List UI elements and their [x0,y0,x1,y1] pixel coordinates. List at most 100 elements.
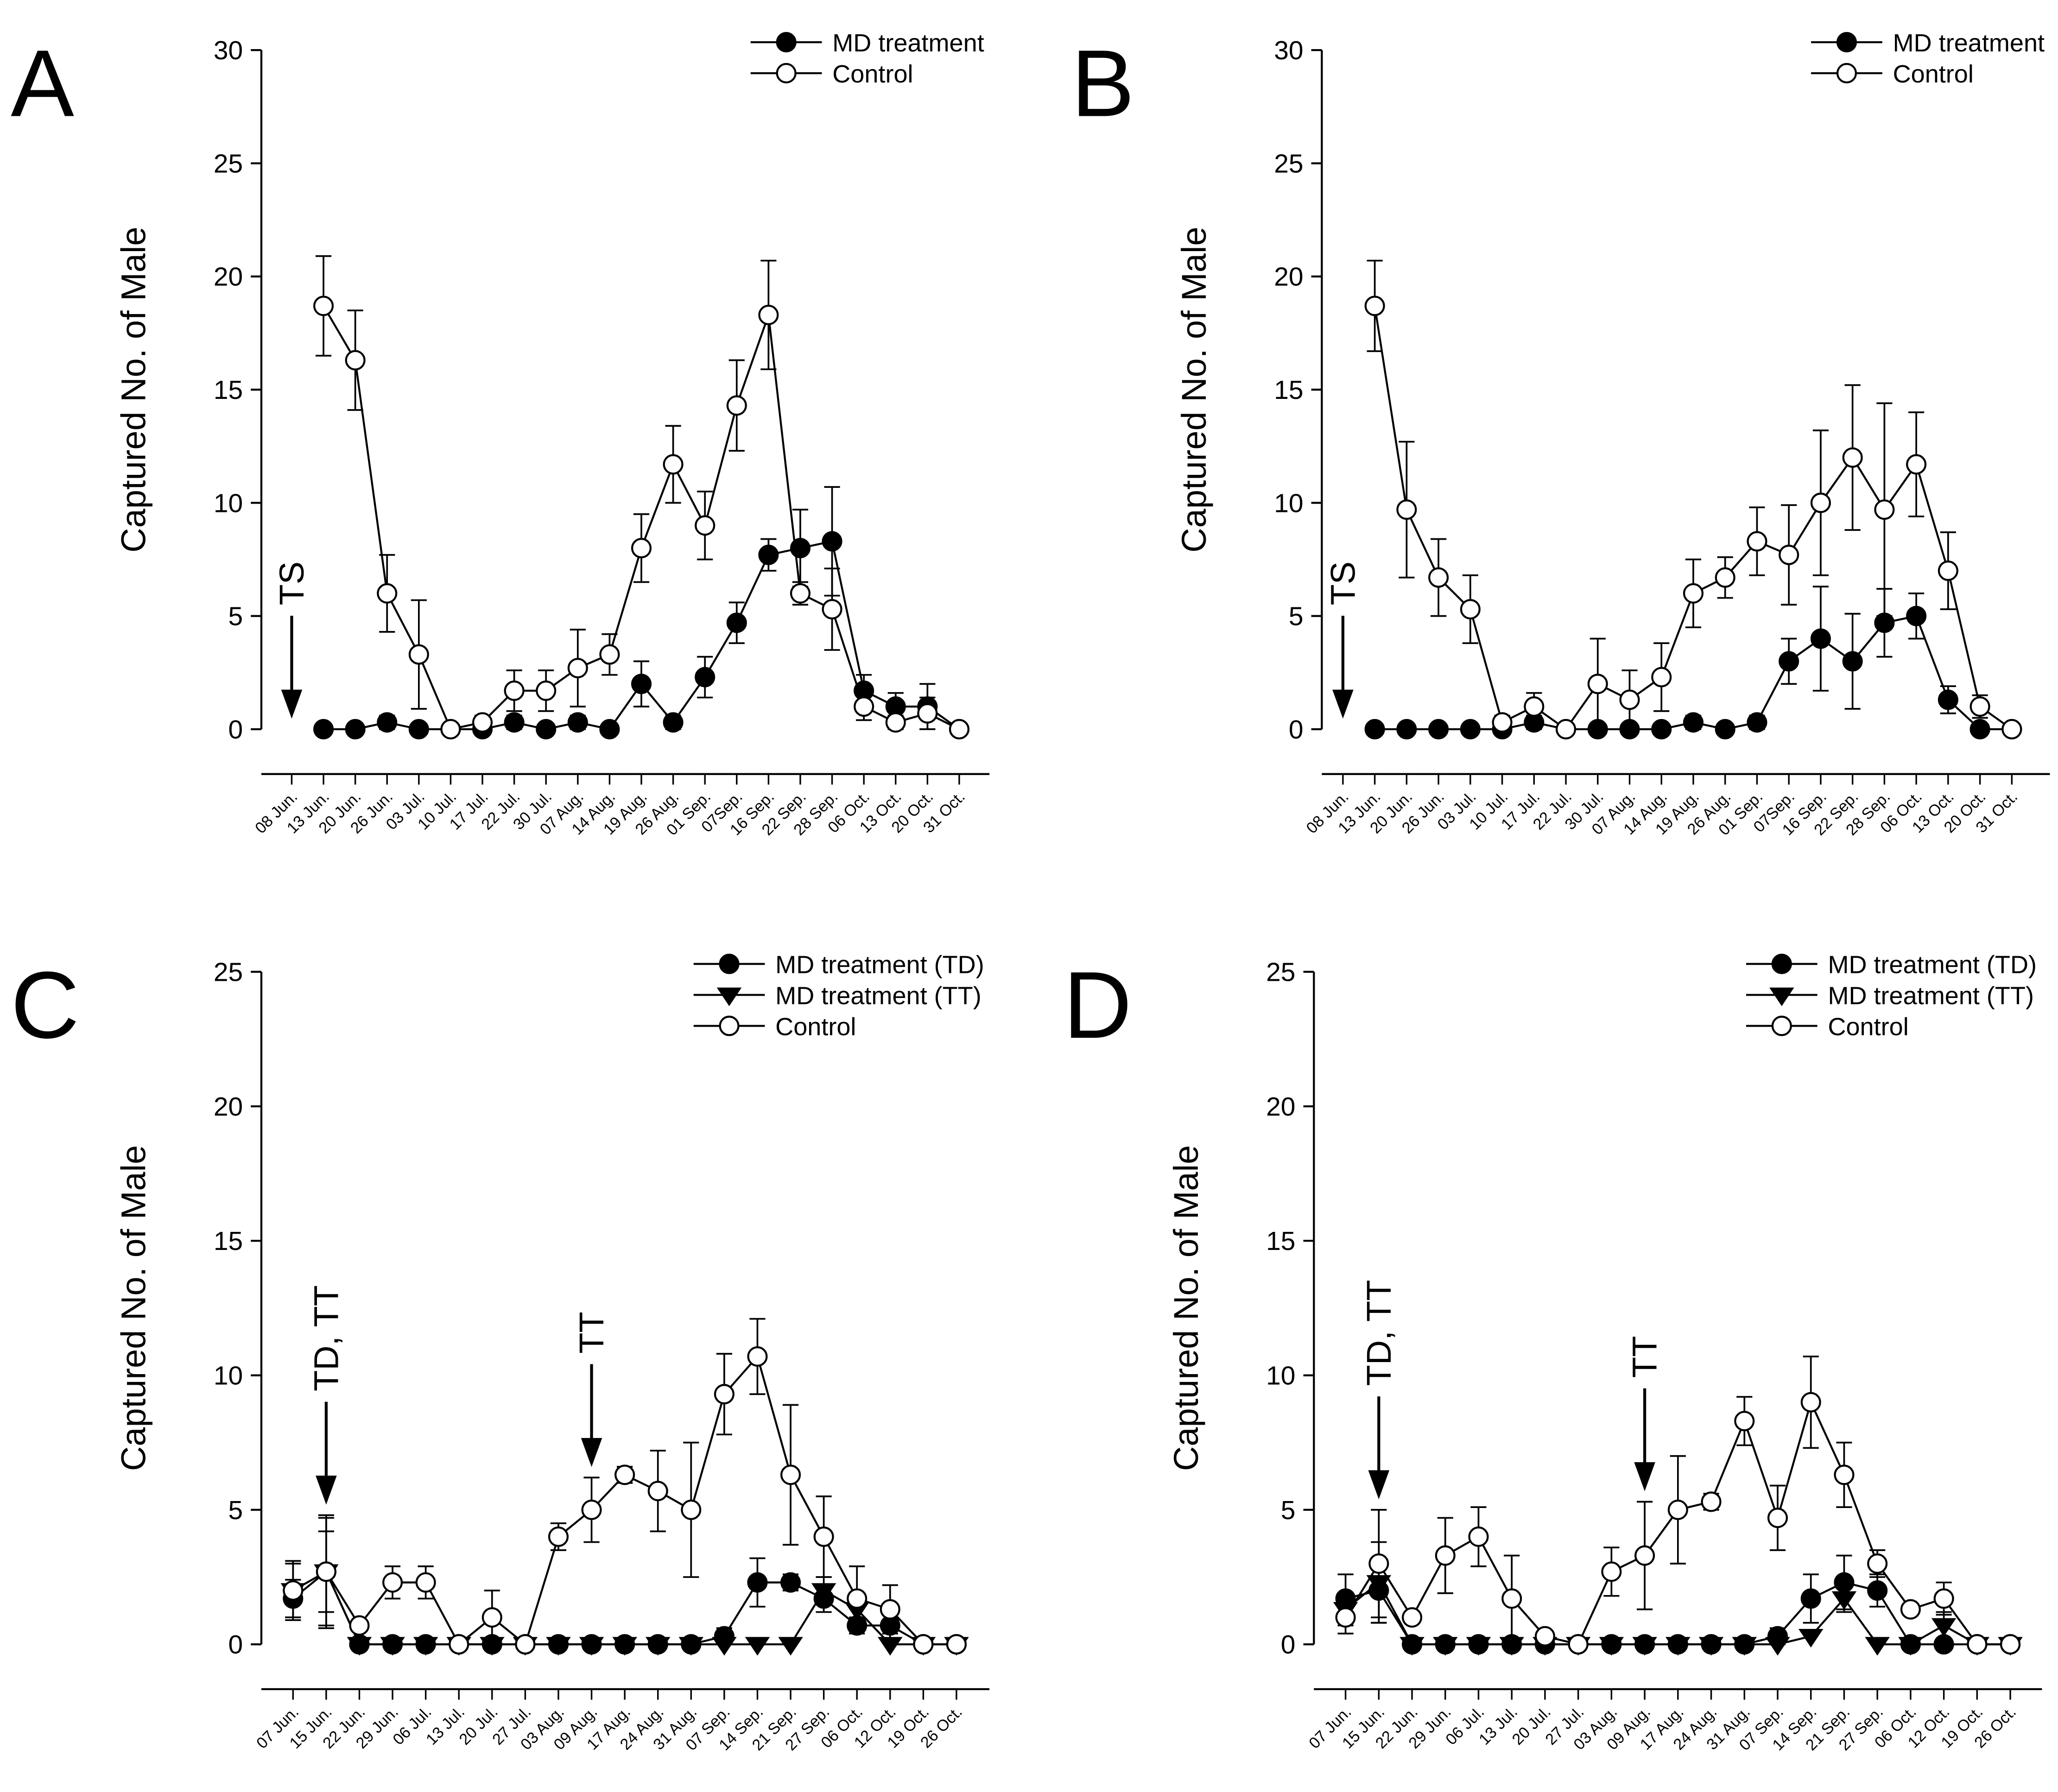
legend-label: Control [1828,1013,1908,1041]
data-point [678,1637,704,1656]
data-point [1747,712,1767,733]
data-point [1364,296,1385,316]
data-point [504,680,525,701]
data-point [1933,1634,1954,1655]
data-point [349,1615,370,1636]
data-point [1906,606,1927,626]
panel-label: A [11,30,74,136]
data-point [1698,1637,1724,1656]
data-point [1501,1588,1522,1609]
data-point [1428,719,1449,740]
data-point [747,1346,768,1367]
data-point [1906,454,1927,475]
data-point [1834,1464,1855,1485]
data-point [536,719,557,740]
data-point [712,1637,737,1656]
data-point [283,1580,304,1601]
data-point [1435,1545,1456,1566]
y-tick-label: 0 [228,715,243,745]
annotation-arrowhead [316,1476,337,1505]
y-tick-label: 10 [1266,1361,1295,1391]
legend-marker [776,32,797,53]
data-point [1364,719,1385,740]
data-point [1499,1637,1524,1656]
data-point [1683,712,1704,733]
data-point [758,304,779,325]
data-point [1898,1637,1923,1656]
data-point [1534,1626,1555,1647]
data-point [811,1583,836,1602]
data-point [415,1572,436,1593]
data-point [440,719,461,740]
data-point [1466,1637,1491,1656]
data-point [726,395,747,416]
data-point [1969,719,1990,740]
data-point [1587,674,1608,694]
data-point [1587,719,1608,740]
data-point [631,674,652,694]
data-point [1800,1588,1821,1609]
annotation-label: TD, TT [1360,1280,1398,1386]
data-point [567,657,588,679]
y-tick-label: 5 [1289,602,1304,631]
data-point [1810,492,1831,513]
data-point [663,712,684,733]
legend: MD treatment (TD) MD treatment (TT) Contro… [1746,951,2037,1041]
y-tick-label: 5 [1281,1495,1296,1525]
legend: MD treatment Control [1811,29,2045,88]
y-tick-label: 20 [1274,262,1303,292]
data-point [408,719,429,740]
y-tick-label: 15 [1266,1226,1295,1256]
data-point [536,680,557,701]
data-point [1732,1637,1757,1656]
data-point [546,1637,571,1656]
y-tick-label: 20 [1266,1092,1295,1122]
legend-marker [716,987,742,1006]
data-point [880,1599,900,1620]
data-point [567,712,588,733]
data-point [1555,719,1577,740]
data-point [1335,1607,1356,1628]
data-point [1933,1588,1954,1609]
data-point [647,1481,668,1502]
data-point [913,1634,934,1655]
legend-marker [1836,32,1857,53]
data-point [1460,599,1481,620]
data-point [822,599,842,620]
data-point [780,1464,801,1485]
data-point [472,712,493,733]
data-point [1831,1591,1857,1610]
data-point [1701,1491,1722,1512]
data-point [714,1384,735,1405]
data-point [599,644,620,665]
data-point [1969,696,1990,717]
data-point [1632,1637,1657,1656]
data-point [449,1634,469,1655]
data-point [345,719,366,740]
data-point [1619,719,1640,740]
legend-label: Control [832,60,913,88]
data-point [1683,583,1704,604]
y-tick-label: 15 [214,375,243,405]
data-point [1368,1553,1389,1574]
data-point [1428,567,1449,588]
legend-label: MD treatment [832,29,984,57]
y-tick-label: 5 [228,602,243,631]
data-point [780,1572,801,1593]
data-point [413,1637,438,1656]
data-point [1765,1637,1790,1656]
y-tick-label: 5 [228,1495,243,1525]
data-point [1399,1637,1425,1656]
legend: MD treatment Control [750,29,984,88]
data-point [745,1637,770,1656]
data-point [347,1637,372,1656]
y-tick-label: 20 [214,262,243,292]
data-point [481,1607,502,1628]
data-point [1938,560,1958,581]
data-point [316,1561,336,1582]
data-point [1524,696,1545,717]
data-point [380,1637,405,1656]
data-point [878,1637,903,1656]
data-point [313,719,334,740]
data-point [313,296,334,316]
